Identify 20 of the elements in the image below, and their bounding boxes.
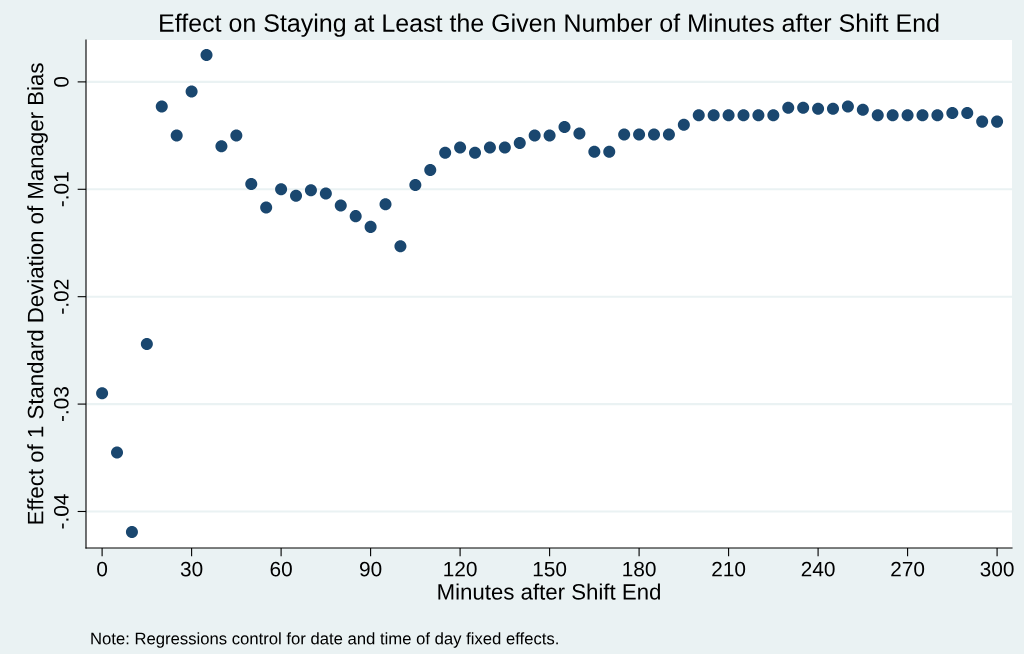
x-tick-label: 270 [891,561,925,577]
x-tick-label: 90 [359,561,382,577]
x-tick-label: 120 [444,561,477,577]
y-tick-label: -.01 [53,172,69,207]
text: Note: Regressions control for date and time of day fixed effects. [91,632,558,648]
y-tick-label: -.03 [53,387,69,422]
y-tick-label: 0 [53,76,69,87]
x-tick-label: 30 [180,561,203,577]
y-axis-title: Effect of 1 Standard Deviation of Manager Bias [27,63,48,524]
x-tick-label: 0 [97,561,108,577]
x-tick-label: 60 [270,561,292,577]
x-tick-label: 180 [623,561,656,577]
x-tick-label: 210 [712,561,746,577]
y-tick-label: -.02 [53,279,69,314]
x-axis-title: Minutes after Shift End [438,583,660,600]
y-tick-label: -.04 [53,494,69,529]
x-tick-label: 150 [533,561,567,577]
x-tick-label: 240 [801,561,835,577]
chart-title: Effect on Staying at Least the Given Number of Minutes after Shift End [160,13,939,37]
x-tick-label: 300 [980,561,1014,577]
